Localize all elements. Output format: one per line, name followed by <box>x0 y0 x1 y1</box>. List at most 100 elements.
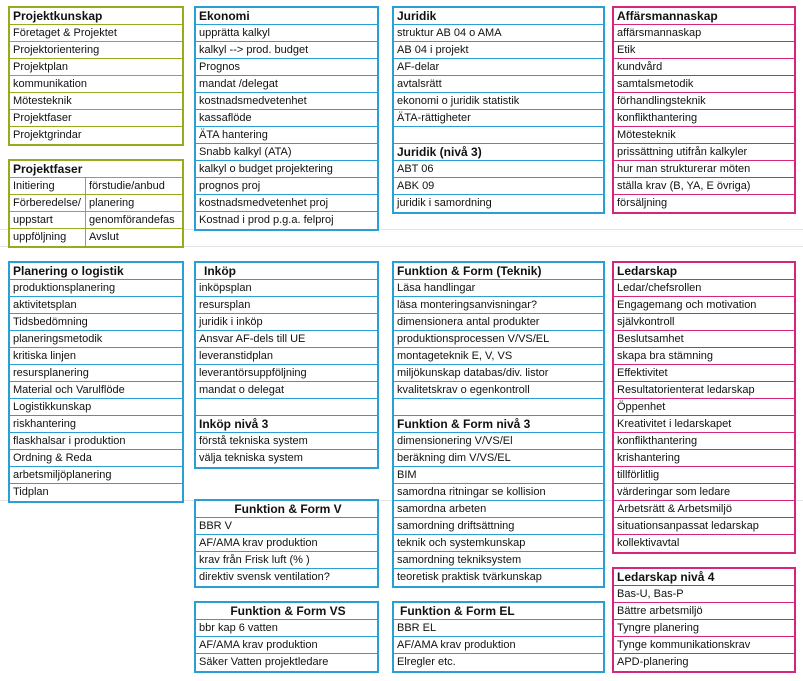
list-item: kundvård <box>614 59 794 76</box>
list-item: kvalitetskrav o egenkontroll <box>394 382 603 399</box>
list-item: avtalsrätt <box>394 76 603 93</box>
list-item: Ordning & Reda <box>10 450 182 467</box>
list-item: Företaget & Projektet <box>10 25 182 42</box>
list-item: montageteknik E, V, VS <box>394 348 603 365</box>
planering-title: Planering o logistik <box>10 263 182 280</box>
table-cell: Avslut <box>89 231 119 243</box>
list-item: leveranstidplan <box>196 348 377 365</box>
list-item: värderingar som ledare <box>614 484 794 501</box>
list-item: Etik <box>614 42 794 59</box>
table-cell: genomförandefas <box>89 214 175 226</box>
list-item: ekonomi o juridik statistik <box>394 93 603 110</box>
list-item: självkontroll <box>614 314 794 331</box>
list-item: kommunikation <box>10 76 182 93</box>
list-item: Material och Varulflöde <box>10 382 182 399</box>
list-item: produktionsplanering <box>10 280 182 297</box>
table-cell: uppstart <box>10 212 86 228</box>
ledarskap-box: Ledarskap Ledar/chefsrollen Engagemang o… <box>612 261 796 554</box>
juridik-box: Juridik struktur AB 04 o AMA AB 04 i pro… <box>392 6 605 214</box>
list-item: dimensionera antal produkter <box>394 314 603 331</box>
list-item: välja tekniska system <box>199 452 303 464</box>
table-cell: förstudie/anbud <box>89 180 165 192</box>
juridik-sub-title: Juridik (nivå 3) <box>394 144 603 161</box>
list-item: krishantering <box>614 450 794 467</box>
inkop-title: Inköp <box>196 263 377 280</box>
list-item: ABK 09 <box>394 178 603 195</box>
list-item: Läsa handlingar <box>394 280 603 297</box>
list-item: bbr kap 6 vatten <box>196 620 377 637</box>
empty-row <box>394 127 603 144</box>
funktion-el-box: Funktion & Form EL BBR EL AF/AMA krav pr… <box>392 601 605 673</box>
list-item: Säker Vatten projektledare <box>199 656 329 668</box>
list-item: Tyngre planering <box>614 620 794 637</box>
affarsmannaskap-box: Affärsmannaskap affärsmannaskap Etik kun… <box>612 6 796 214</box>
funktion-vs-title: Funktion & Form VS <box>196 603 377 620</box>
list-item: Projektplan <box>10 59 182 76</box>
list-item: kostnadsmedvetenhet proj <box>196 195 377 212</box>
grid-line <box>0 246 803 247</box>
list-item: Logistikkunskap <box>10 399 182 416</box>
list-item: Effektivitet <box>614 365 794 382</box>
list-item: läsa monteringsanvisningar? <box>394 297 603 314</box>
list-item: ÄTA hantering <box>196 127 377 144</box>
list-item: kalkyl --> prod. budget <box>196 42 377 59</box>
planering-box: Planering o logistik produktionsplanerin… <box>8 261 184 503</box>
list-item: direktiv svensk ventilation? <box>199 571 330 583</box>
list-item: miljökunskap databas/div. listor <box>394 365 603 382</box>
list-item: Projektfaser <box>10 110 182 127</box>
funktion-v-box: Funktion & Form V BBR V AF/AMA krav prod… <box>194 499 379 588</box>
list-item: AF/AMA krav produktion <box>196 535 377 552</box>
list-item: Projektorientering <box>10 42 182 59</box>
list-item: BIM <box>394 467 603 484</box>
funktion-teknik-sub-title: Funktion & Form nivå 3 <box>394 416 603 433</box>
list-item: Tynge kommunikationskrav <box>614 637 794 654</box>
list-item: beräkning dim V/VS/EL <box>394 450 603 467</box>
list-item: resursplanering <box>10 365 182 382</box>
funktion-teknik-box: Funktion & Form (Teknik) Läsa handlingar… <box>392 261 605 588</box>
ekonomi-box: Ekonomi upprätta kalkyl kalkyl --> prod.… <box>194 6 379 231</box>
inkop-sub-title: Inköp nivå 3 <box>196 416 377 433</box>
table-row: uppstart genomförandefas <box>10 212 182 229</box>
list-item: ABT 06 <box>394 161 603 178</box>
list-item: inköpsplan <box>196 280 377 297</box>
list-item: resursplan <box>196 297 377 314</box>
list-item: samordna arbeten <box>394 501 603 518</box>
ledarskap-title: Ledarskap <box>614 263 794 280</box>
list-item: Kreativitet i ledarskapet <box>614 416 794 433</box>
list-item: AF-delar <box>394 59 603 76</box>
list-item: Resultatorienterat ledarskap <box>614 382 794 399</box>
ledarskap4-title: Ledarskap nivå 4 <box>614 569 794 586</box>
list-item: Mötesteknik <box>614 127 794 144</box>
list-item: situationsanpassat ledarskap <box>614 518 794 535</box>
list-item: kostnadsmedvetenhet <box>196 93 377 110</box>
list-item: arbetsmiljöplanering <box>10 467 182 484</box>
list-item: kassaflöde <box>196 110 377 127</box>
list-item: Ledar/chefsrollen <box>614 280 794 297</box>
list-item: Kostnad i prod p.g.a. felproj <box>199 214 334 226</box>
list-item: riskhantering <box>10 416 182 433</box>
projektfaser-title: Projektfaser <box>10 161 182 178</box>
list-item: produktionsprocessen V/VS/EL <box>394 331 603 348</box>
grid-line <box>0 229 803 230</box>
inkop-box: Inköp inköpsplan resursplan juridik i in… <box>194 261 379 469</box>
table-row: Initiering förstudie/anbud <box>10 178 182 195</box>
list-item: teoretisk praktisk tvärkunskap <box>397 571 542 583</box>
list-item: samordning driftsättning <box>394 518 603 535</box>
list-item: kalkyl o budget projektering <box>196 161 377 178</box>
list-item: Snabb kalkyl (ATA) <box>196 144 377 161</box>
list-item: Öppenhet <box>614 399 794 416</box>
funktion-vs-box: Funktion & Form VS bbr kap 6 vatten AF/A… <box>194 601 379 673</box>
list-item: mandat o delegat <box>196 382 377 399</box>
list-item: skapa bra stämning <box>614 348 794 365</box>
list-item: hur man strukturerar möten <box>614 161 794 178</box>
list-item: leverantörsuppföljning <box>196 365 377 382</box>
list-item: upprätta kalkyl <box>196 25 377 42</box>
list-item: prissättning utifrån kalkyler <box>614 144 794 161</box>
list-item: APD-planering <box>617 656 689 668</box>
juridik-title: Juridik <box>394 8 603 25</box>
projektkunskap-box: Projektkunskap Företaget & Projektet Pro… <box>8 6 184 146</box>
ledarskap4-box: Ledarskap nivå 4 Bas-U, Bas-P Bättre arb… <box>612 567 796 673</box>
table-cell: uppföljning <box>10 229 86 246</box>
list-item: AF/AMA krav produktion <box>196 637 377 654</box>
list-item: prognos proj <box>196 178 377 195</box>
